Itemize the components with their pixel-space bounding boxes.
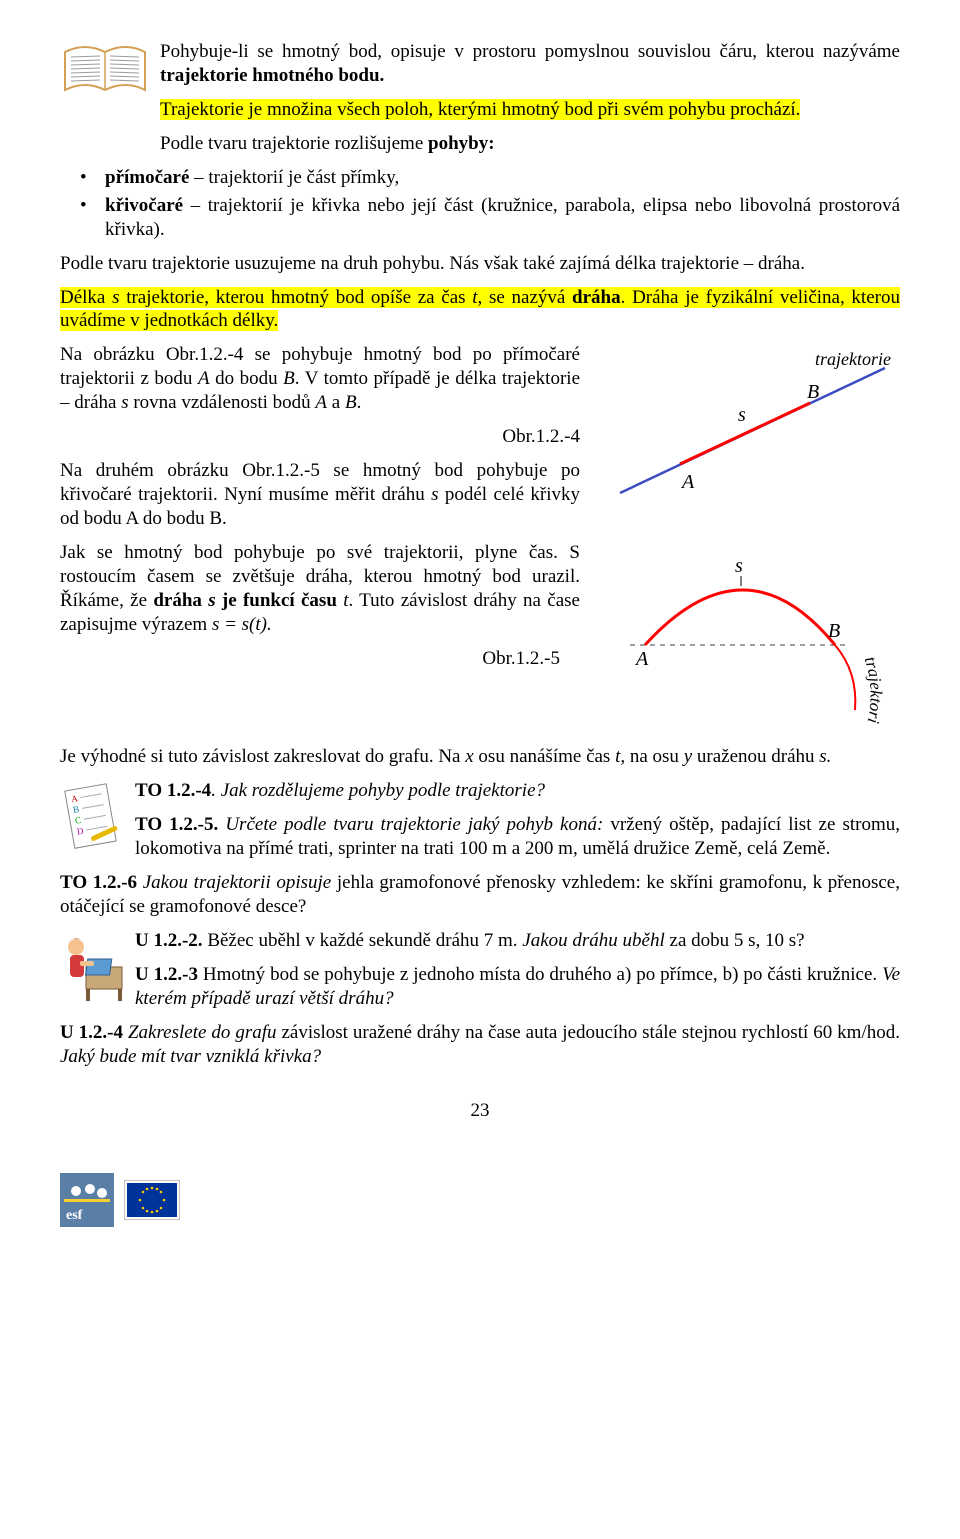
figure-label-4: Obr.1.2.-4: [60, 425, 580, 449]
svg-text:esf: esf: [66, 1208, 83, 1223]
intro-block: Pohybuje-li se hmotný bod, opisuje v pro…: [60, 40, 900, 156]
test-sheet-icon: A B C D: [60, 779, 122, 866]
para-trajectory-set: Trajektorie je množina všech poloh, kter…: [160, 98, 900, 122]
svg-text:A: A: [680, 471, 695, 493]
exercise-u-1-2-4: U 1.2.-4 Zakreslete do grafu závislost u…: [60, 1021, 900, 1069]
left-text-column: Na obrázku Obr.1.2.-4 se pohybuje hmotný…: [60, 343, 580, 737]
svg-text:trajektorie: trajektorie: [600, 550, 886, 725]
student-at-desk-icon: [60, 929, 126, 1012]
question-to-1-2-4: TO 1.2.-4. Jak rozdělujeme pohyby podle …: [135, 779, 900, 803]
para-graph-axes: Je výhodné si tuto závislost zakreslovat…: [60, 745, 900, 769]
question-to-1-2-6: TO 1.2.-6 Jakou trajektorii opisuje jehl…: [60, 871, 900, 919]
esf-logo-icon: esf: [60, 1173, 114, 1234]
svg-text:B: B: [807, 381, 819, 403]
exercises-block: U 1.2.-2. Běžec uběhl v každé sekundě dr…: [60, 929, 900, 1011]
para-druh-pohybu: Podle tvaru trajektorie usuzujeme na dru…: [60, 252, 900, 276]
page-number: 23: [60, 1099, 900, 1123]
page-footer: esf: [60, 1173, 900, 1234]
open-book-icon: [60, 40, 150, 109]
exercise-u-1-2-2: U 1.2.-2. Běžec uběhl v každé sekundě dr…: [135, 929, 900, 953]
svg-text:s: s: [735, 555, 743, 577]
eu-flag-icon: [124, 1180, 180, 1227]
svg-text:A: A: [634, 648, 649, 670]
para-pohyby-intro: Podle tvaru trajektorie rozlišujeme pohy…: [160, 132, 900, 156]
para-trajectory-def: Pohybuje-li se hmotný bod, opisuje v pro…: [160, 40, 900, 88]
svg-text:trajektorie: trajektorie: [815, 349, 891, 369]
right-diagram-column: s A B trajektorie s A B trajektorie: [600, 343, 900, 737]
question-to-1-2-5: TO 1.2.-5. Určete podle tvaru trajektori…: [135, 813, 900, 861]
diagram-line-trajectory: s A B trajektorie: [600, 343, 900, 513]
exercise-u-1-2-3: U 1.2.-3 Hmotný bod se pohybuje z jednoh…: [135, 963, 900, 1011]
svg-text:s: s: [738, 404, 746, 426]
para-fig4-desc: Na obrázku Obr.1.2.-4 se pohybuje hmotný…: [60, 343, 580, 415]
document-page: Pohybuje-li se hmotný bod, opisuje v pro…: [0, 0, 960, 1263]
motion-type-list: přímočaré – trajektorií je část přímky, …: [60, 166, 900, 242]
questions-block: A B C D TO 1.2.-4. Jak rozdělujeme pohyb…: [60, 779, 900, 861]
list-item-krivocare: křivočaré – trajektorií je křivka nebo j…: [60, 194, 900, 242]
list-item-primocare: přímočaré – trajektorií je část přímky,: [60, 166, 900, 190]
para-fig5-desc: Na druhém obrázku Obr.1.2.-5 se hmotný b…: [60, 459, 580, 531]
para-draha-function: Jak se hmotný bod pohybuje po své trajek…: [60, 541, 580, 637]
svg-text:B: B: [828, 620, 840, 642]
para-draha-def: Délka s trajektorie, kterou hmotný bod o…: [60, 286, 900, 334]
diagram-arc-trajectory: s A B trajektorie: [600, 550, 900, 730]
figure-label-5: Obr.1.2.-5: [60, 647, 560, 671]
